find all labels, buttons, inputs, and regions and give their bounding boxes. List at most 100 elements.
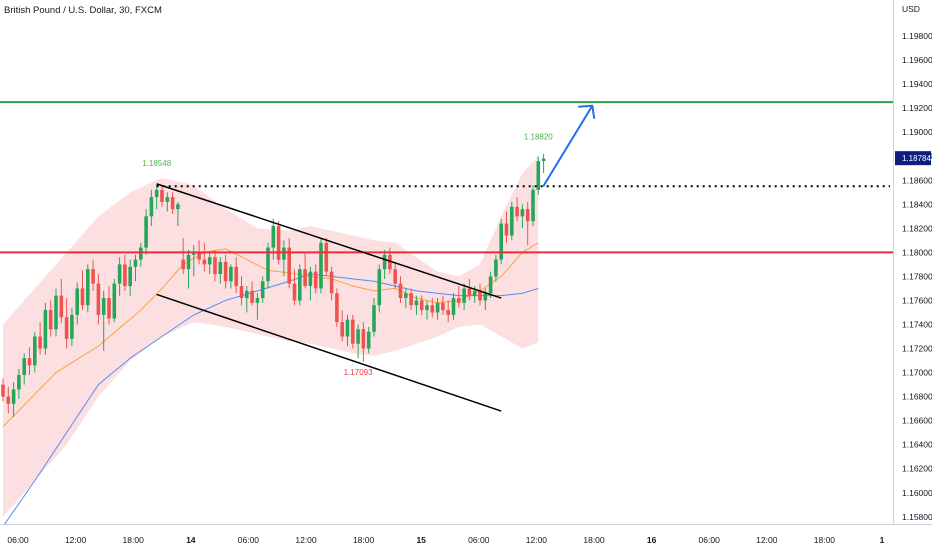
candle-body xyxy=(382,254,387,270)
candle-body xyxy=(255,298,260,303)
candle-body xyxy=(197,252,201,260)
channel-lower-line xyxy=(156,293,502,412)
candle-body xyxy=(441,302,445,311)
candle-body xyxy=(451,298,456,315)
candle-body xyxy=(292,283,297,301)
candle-body xyxy=(139,247,143,260)
candle-body xyxy=(388,254,392,270)
candle-body xyxy=(33,336,37,366)
price-tick-label: 1.19600 xyxy=(902,55,932,65)
candle-body xyxy=(149,197,154,217)
candle-body xyxy=(59,295,64,318)
current-price-label: 1.18784 xyxy=(902,154,931,163)
candle-body xyxy=(123,264,127,287)
candle-body xyxy=(520,209,525,217)
time-tick-label: 1 xyxy=(880,535,885,545)
price-tick-label: 1.17400 xyxy=(902,319,932,329)
candle-body xyxy=(229,266,233,282)
candle-body xyxy=(48,310,53,330)
time-tick-label: 06:00 xyxy=(7,535,29,545)
price-axis[interactable]: USD 1.19800 1.19600 1.19400 1.19200 1.19000 1.… xyxy=(893,0,932,550)
candle-body xyxy=(107,298,111,319)
price-tick-label: 1.18600 xyxy=(902,175,932,185)
current-price-tag xyxy=(895,151,931,166)
candle-body xyxy=(266,247,270,282)
time-tick-label: 12:00 xyxy=(526,535,548,545)
candle-body xyxy=(64,317,69,339)
time-axis-bg xyxy=(0,524,932,550)
price-tick-label: 1.17800 xyxy=(902,271,932,281)
time-tick-label: 12:00 xyxy=(295,535,317,545)
candle-body xyxy=(181,259,185,270)
candle-body xyxy=(207,257,212,265)
candle-body xyxy=(361,329,366,349)
candle-body xyxy=(287,247,291,284)
price-tick-label: 1.16200 xyxy=(902,464,932,474)
candle-body xyxy=(499,223,503,260)
candle-body xyxy=(186,254,191,270)
candle-body xyxy=(22,358,26,375)
candle-body xyxy=(478,290,482,301)
candle-body xyxy=(202,259,207,265)
candle-body xyxy=(234,266,238,287)
candle-body xyxy=(239,286,244,299)
price-tick-label: 1.19200 xyxy=(902,103,932,113)
candle-body xyxy=(494,259,498,277)
candle-body xyxy=(250,290,254,303)
candle-body xyxy=(398,283,403,299)
candle-body xyxy=(282,247,286,260)
candle-body xyxy=(340,322,344,337)
swing-low-label: 1.17093 xyxy=(344,368,373,377)
candle-body xyxy=(86,269,90,306)
candle-body xyxy=(213,257,217,275)
price-axis-bg xyxy=(893,0,932,550)
price-tick-label: 1.16400 xyxy=(902,440,932,450)
candle-body xyxy=(541,158,546,162)
candle-body xyxy=(1,384,5,397)
candle-body xyxy=(536,161,541,190)
candles xyxy=(1,153,546,418)
candle-body xyxy=(366,331,371,349)
price-tick-label: 1.17200 xyxy=(902,344,932,354)
candle-body xyxy=(430,305,435,313)
price-tick-label: 1.16800 xyxy=(902,392,932,402)
candle-body xyxy=(435,302,440,313)
candle-body xyxy=(117,264,122,284)
time-tick-label: 18:00 xyxy=(814,535,836,545)
candle-body xyxy=(170,197,175,210)
candle-body xyxy=(112,283,117,319)
time-tick-label: 06:00 xyxy=(699,535,721,545)
candle-body xyxy=(356,329,360,344)
currency-label: USD xyxy=(902,4,920,14)
candle-body xyxy=(510,206,514,236)
candle-body xyxy=(414,300,419,306)
candle-body xyxy=(525,209,530,222)
envelope-band xyxy=(3,156,539,517)
time-axis[interactable]: 06:00 12:00 18:00 14 06:00 12:00 18:00 15 06:00 1… xyxy=(0,524,932,550)
candle-body xyxy=(43,310,48,349)
candle-body xyxy=(393,269,397,284)
candle-body xyxy=(192,252,196,255)
latest-high-label: 1.18820 xyxy=(524,132,553,141)
candle-body xyxy=(515,206,519,217)
price-tick-label: 1.16600 xyxy=(902,416,932,426)
candle-body xyxy=(472,290,477,296)
projection-arrow-shaft xyxy=(542,105,594,187)
candle-body xyxy=(128,266,132,287)
candle-body xyxy=(351,319,355,344)
candle-body xyxy=(276,225,281,260)
candle-body xyxy=(218,262,223,275)
time-tick-label: 15 xyxy=(416,535,426,545)
candle-body xyxy=(245,290,249,299)
candle-body xyxy=(91,269,95,284)
candle-body xyxy=(303,269,307,287)
candle-body xyxy=(260,281,265,299)
candle-body xyxy=(504,223,509,236)
candle-body xyxy=(488,276,493,294)
candle-body xyxy=(6,396,11,404)
candle-body xyxy=(144,216,148,248)
candle-body xyxy=(308,271,313,287)
price-tick-label: 1.16000 xyxy=(902,488,932,498)
candle-body xyxy=(404,293,408,299)
